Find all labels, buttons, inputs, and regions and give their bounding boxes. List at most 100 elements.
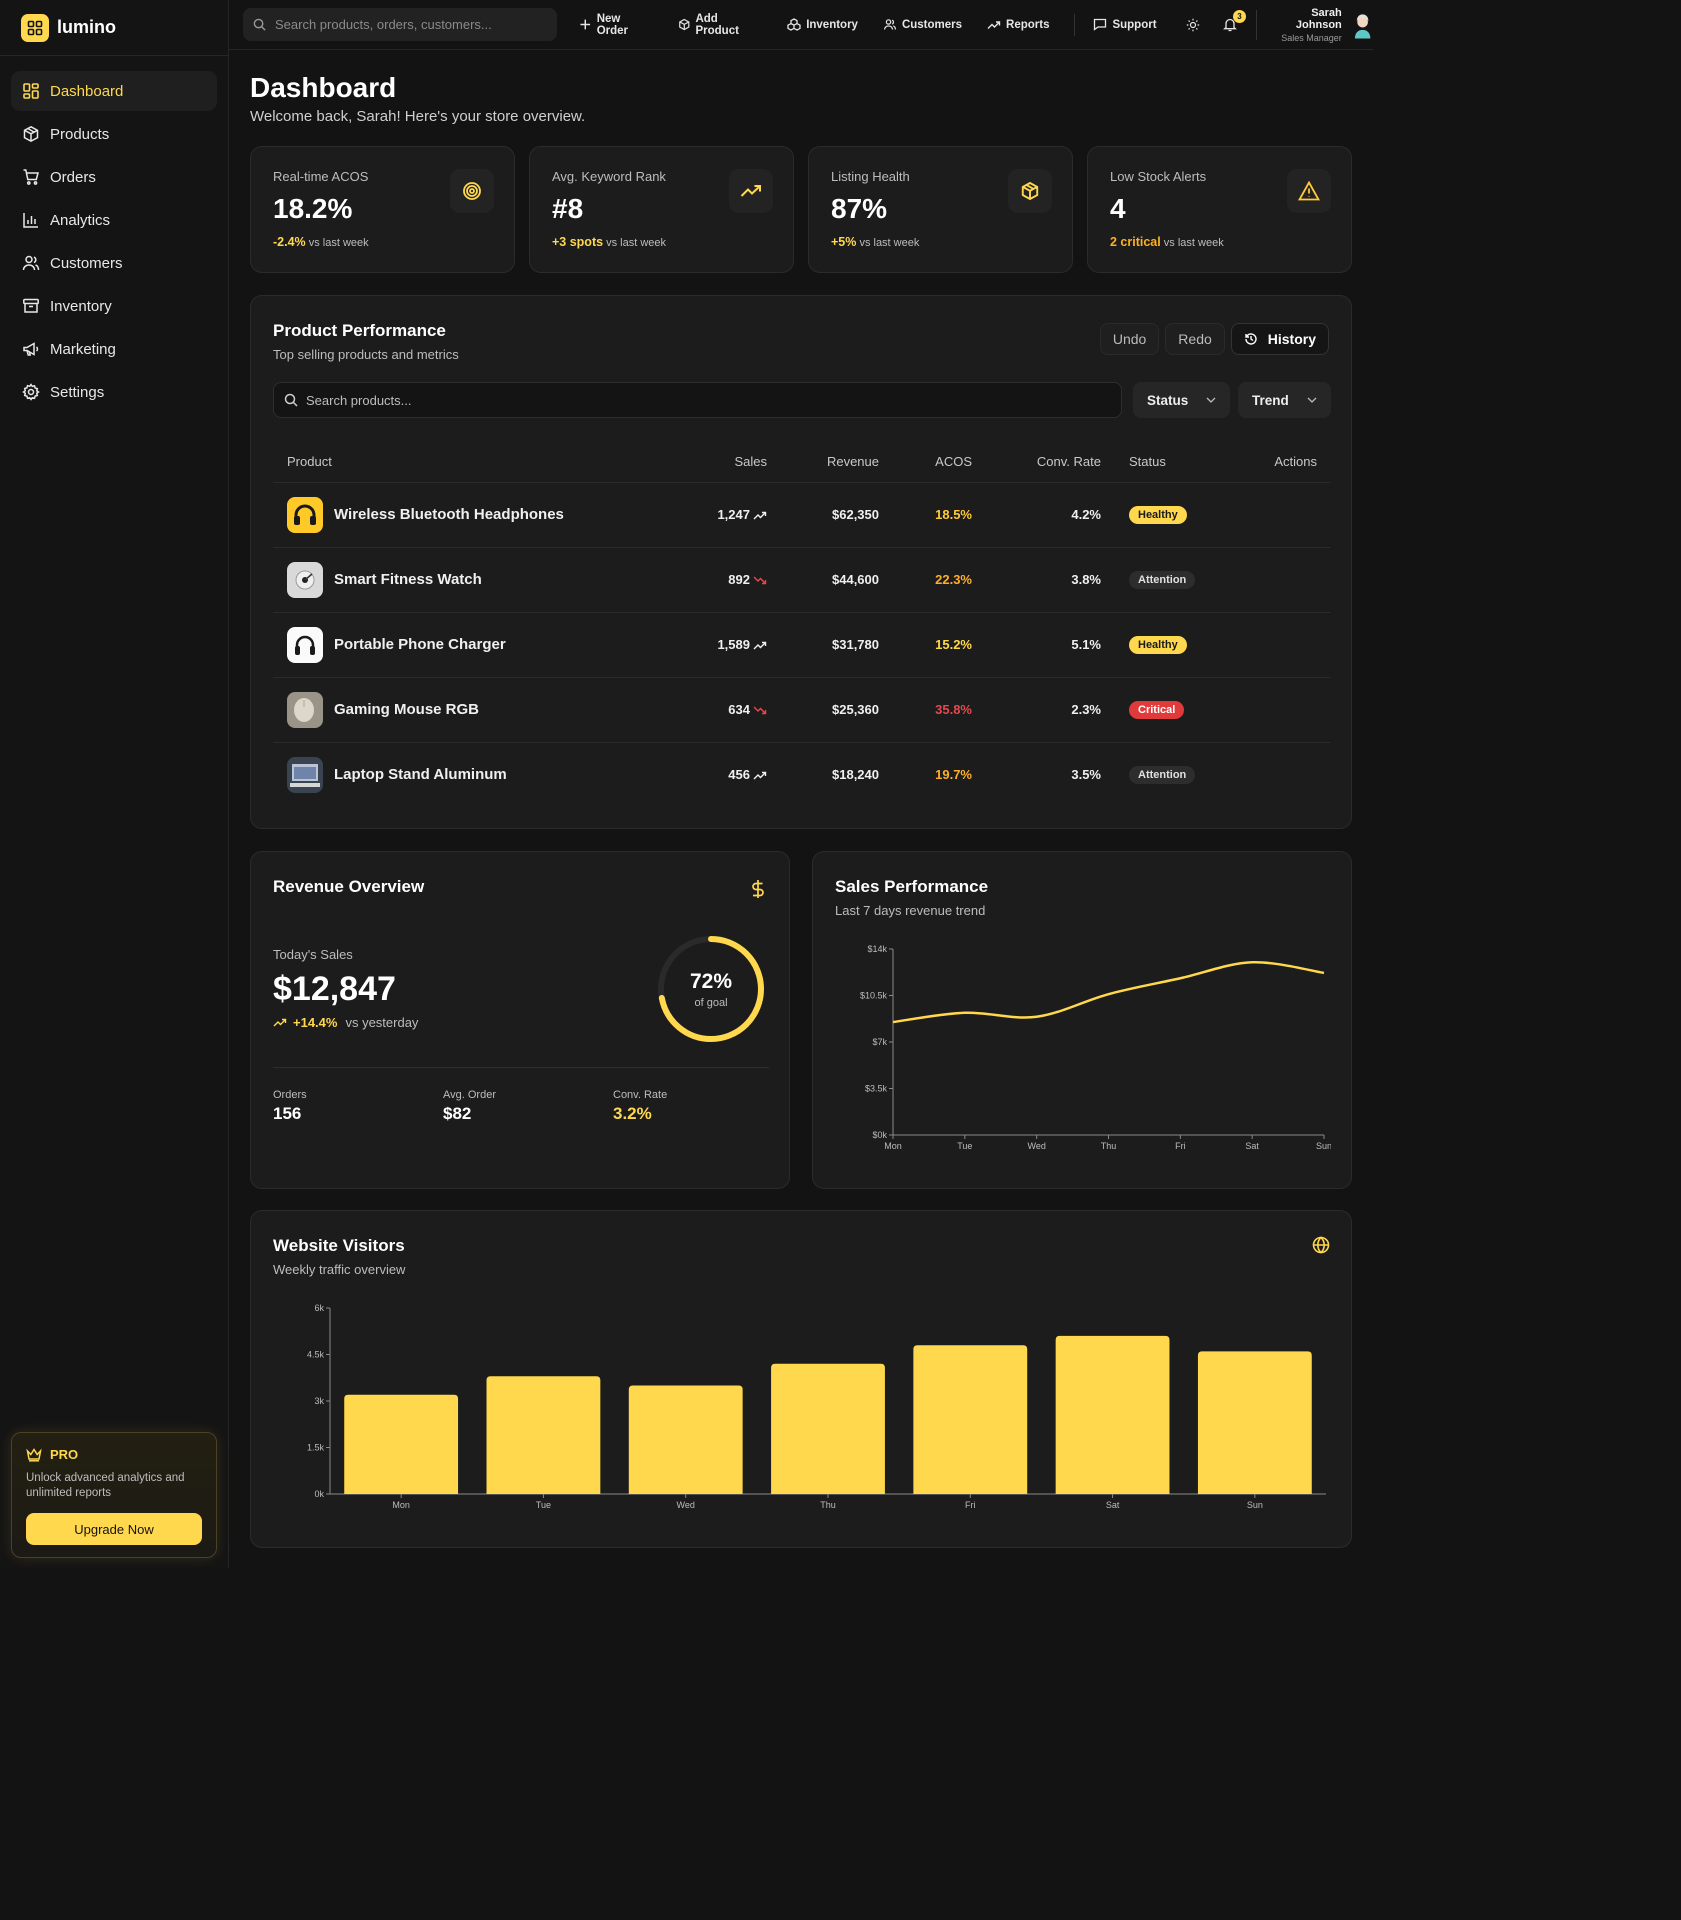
bar-thu[interactable] <box>771 1363 885 1494</box>
sales-line-chart: $0k $3.5k $7k $10.5k $14k Mon Tue Wed Thu Fri Sat S… <box>860 944 1331 1151</box>
metric-value: $82 <box>443 1104 472 1123</box>
new-order-button[interactable]: New Order <box>579 13 653 37</box>
add-product-button[interactable]: Add Product <box>678 13 762 37</box>
bar-fri[interactable] <box>913 1345 1028 1494</box>
sidebar-item-inventory[interactable]: Inventory <box>11 286 217 326</box>
global-search-input[interactable]: Search products, orders, customers... <box>243 8 558 41</box>
notifications-button[interactable]: 3 <box>1219 9 1247 37</box>
bar-chart-icon <box>23 213 38 228</box>
trend-filter-select[interactable]: Trend <box>1238 382 1331 418</box>
cell-conv-rate: 2.3% <box>986 677 1115 743</box>
column-header-status[interactable]: Status <box>1115 442 1225 483</box>
sidebar-item-label: Orders <box>50 168 96 186</box>
table-row[interactable]: Gaming Mouse RGB 634 $25,360 35.8% 2.3% Criti… <box>273 677 1331 743</box>
x-tick-label: Mon <box>392 1500 410 1510</box>
cell-actions[interactable] <box>1225 547 1331 613</box>
cell-revenue: $62,350 <box>781 482 893 548</box>
table-row[interactable]: Portable Phone Charger 1,589 $31,780 15.2% 5… <box>273 612 1331 678</box>
cell-actions[interactable] <box>1225 742 1331 807</box>
sun-icon <box>1186 18 1200 31</box>
table-row[interactable]: Smart Fitness Watch 892 $44,600 22.3% 3.8% At… <box>273 547 1331 613</box>
brand[interactable]: lumino <box>0 0 228 56</box>
product-name: Smart Fitness Watch <box>334 571 482 588</box>
status-filter-select[interactable]: Status <box>1133 382 1230 418</box>
support-link[interactable]: Support <box>1093 18 1157 31</box>
product-search-placeholder: Search products... <box>306 392 412 408</box>
today-sales-value: $12,847 <box>273 970 396 1008</box>
column-header-conv-rate[interactable]: Conv. Rate <box>986 442 1115 483</box>
sidebar-item-marketing[interactable]: Marketing <box>11 329 217 369</box>
cell-actions[interactable] <box>1225 482 1331 548</box>
y-tick-label: 6k <box>314 1303 324 1313</box>
undo-button[interactable]: Undo <box>1099 323 1160 355</box>
trend-up-icon <box>750 637 767 652</box>
bar-wed[interactable] <box>628 1385 743 1495</box>
today-sales-label: Today's Sales <box>273 947 353 962</box>
product-search-input[interactable]: Search products... <box>273 382 1122 418</box>
trend-down-icon <box>750 572 767 587</box>
user-menu[interactable]: Sarah Johnson Sales Manager <box>1256 7 1373 43</box>
cell-conv-rate: 5.1% <box>986 612 1115 678</box>
upgrade-button[interactable]: Upgrade Now <box>26 1513 202 1545</box>
redo-button[interactable]: Redo <box>1165 323 1225 355</box>
sidebar-item-products[interactable]: Products <box>11 114 217 154</box>
top-nav-label: Reports <box>1006 18 1050 31</box>
dollar-icon <box>751 879 765 904</box>
bar-mon[interactable] <box>344 1394 459 1494</box>
status-badge: Critical <box>1129 700 1185 719</box>
x-tick-label: Fri <box>1175 1141 1186 1151</box>
sidebar-item-label: Customers <box>50 254 123 272</box>
table-row[interactable]: Laptop Stand Aluminum 456 $18,240 19.7% 3.5%… <box>273 742 1331 807</box>
trend-icon <box>987 20 1001 29</box>
topbar: Search products, orders, customers... Ne… <box>229 0 1373 50</box>
cell-revenue: $31,780 <box>781 612 893 678</box>
table-row[interactable]: Wireless Bluetooth Headphones 1,247 $62,35… <box>273 482 1331 548</box>
x-tick-label: Sun <box>1316 1141 1331 1151</box>
column-header-revenue[interactable]: Revenue <box>781 442 893 483</box>
customers-link[interactable]: Customers <box>883 18 962 31</box>
trend-up-icon <box>750 507 767 522</box>
y-tick-label: 0k <box>314 1489 324 1499</box>
sidebar-item-customers[interactable]: Customers <box>11 243 217 283</box>
history-button[interactable]: History <box>1230 323 1329 355</box>
stat-change-value: +3 spots <box>552 235 604 249</box>
sidebar-item-orders[interactable]: Orders <box>11 157 217 197</box>
y-tick-label: 3k <box>314 1396 324 1406</box>
sidebar-item-label: Dashboard <box>50 82 124 100</box>
cell-actions[interactable] <box>1225 612 1331 678</box>
column-header-acos[interactable]: ACOS <box>893 442 986 483</box>
trend-up-icon <box>750 767 767 782</box>
chat-icon <box>1094 18 1107 31</box>
visitors-bar-chart: 0k 1.5k 3k 4.5k 6k Mon Tue Wed Thu Fri Sat Sun <box>307 1303 1326 1510</box>
reports-link[interactable]: Reports <box>987 19 1049 31</box>
stat-change-suffix: vs last week <box>859 237 920 249</box>
sidebar-nav: Dashboard Products Orders Analytics Cust… <box>0 56 228 430</box>
cell-sales: 1,247 <box>693 482 781 548</box>
goal-ring-progress <box>658 936 764 1042</box>
column-header-sales[interactable]: Sales <box>693 442 781 483</box>
x-tick-label: Thu <box>820 1500 836 1510</box>
x-tick-label: Fri <box>965 1500 976 1510</box>
status-badge: Attention <box>1129 765 1196 784</box>
cart-icon <box>23 169 39 185</box>
cell-actions[interactable] <box>1225 677 1331 743</box>
bar-sun[interactable] <box>1197 1351 1312 1494</box>
bar-sat[interactable] <box>1055 1335 1170 1494</box>
sidebar-item-analytics[interactable]: Analytics <box>11 200 217 240</box>
product-thumbnail <box>287 496 323 533</box>
cell-acos: 15.2% <box>893 612 986 678</box>
x-tick-label: Wed <box>677 1500 695 1510</box>
goal-ring: 72% of goal <box>656 934 766 1044</box>
sidebar-item-dashboard[interactable]: Dashboard <box>11 71 217 111</box>
cell-status: Attention <box>1115 742 1225 807</box>
status-badge: Healthy <box>1129 505 1187 524</box>
sidebar-item-settings[interactable]: Settings <box>11 372 217 412</box>
sales-value: 1,247 <box>717 507 750 522</box>
stat-change-suffix: vs last week <box>606 237 667 249</box>
column-header-product[interactable]: Product <box>273 442 693 483</box>
inventory-link[interactable]: Inventory <box>787 18 858 31</box>
bar-tue[interactable] <box>486 1376 601 1494</box>
cell-status: Healthy <box>1115 482 1225 548</box>
theme-toggle-button[interactable] <box>1182 13 1205 37</box>
product-name: Wireless Bluetooth Headphones <box>334 506 564 523</box>
